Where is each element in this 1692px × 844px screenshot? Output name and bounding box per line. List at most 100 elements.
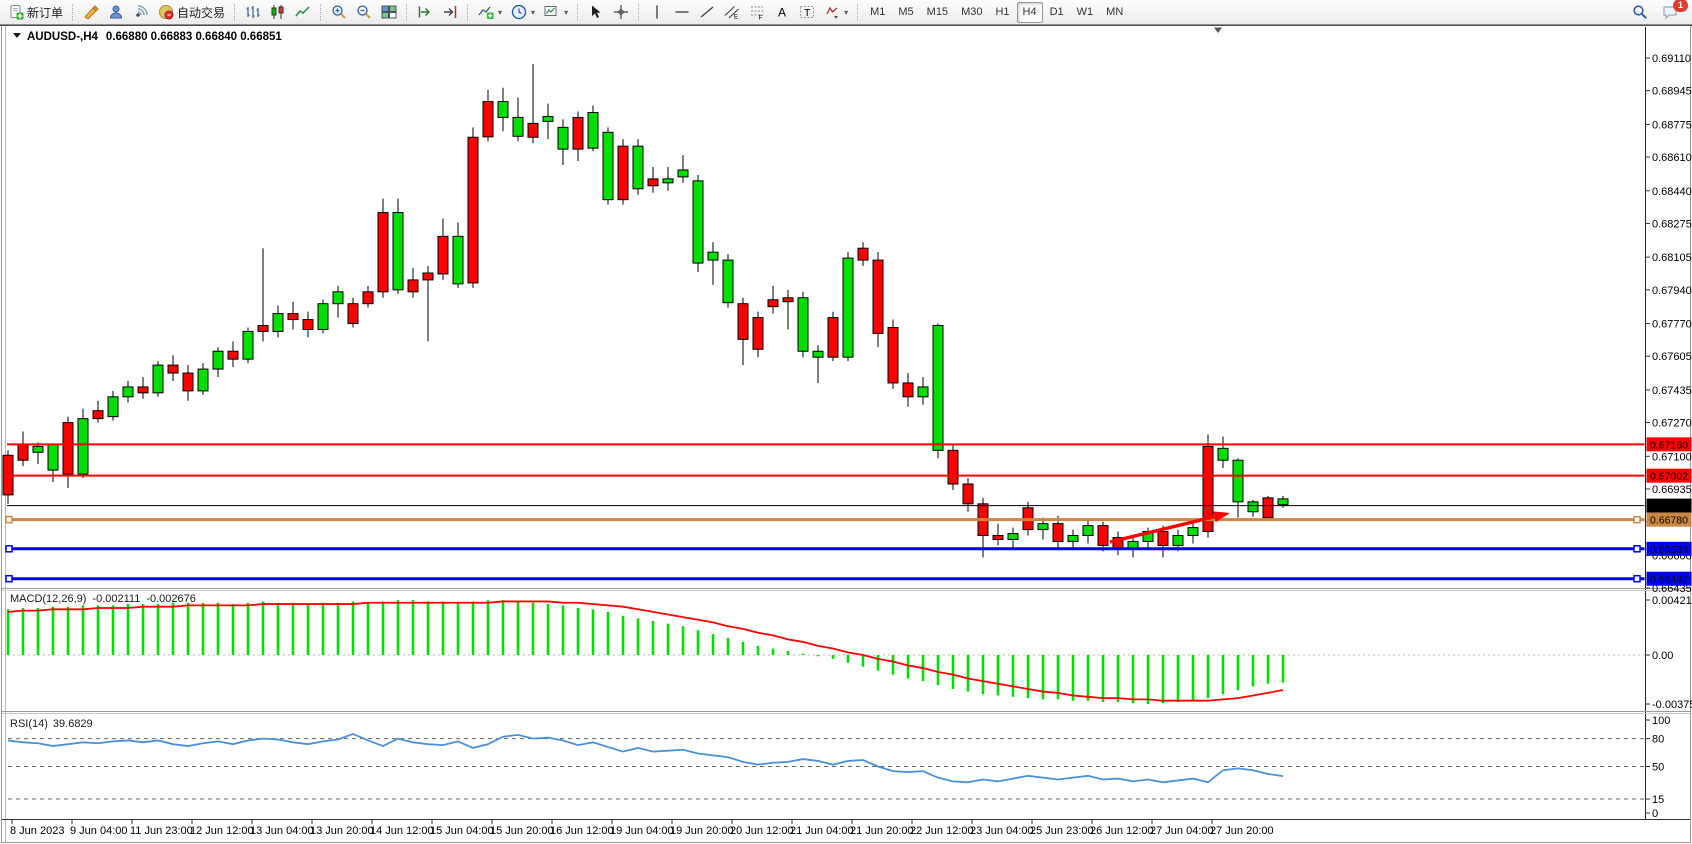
vertical-line-button[interactable] xyxy=(645,1,669,24)
search-button[interactable] xyxy=(1628,1,1652,24)
candle xyxy=(617,139,629,205)
trend-arrow-head[interactable] xyxy=(1213,511,1230,523)
candle xyxy=(1187,523,1199,544)
price-tick-label: 0.67605 xyxy=(1652,351,1692,363)
tile-windows-button[interactable] xyxy=(377,1,401,24)
candle xyxy=(707,242,719,285)
bull-candle-body xyxy=(557,126,569,150)
signals-button[interactable] xyxy=(129,1,153,24)
zoom-out-icon xyxy=(356,4,372,20)
blue-support-line-2-handle[interactable] xyxy=(1633,574,1641,583)
autotrading-button[interactable]: 自动交易 xyxy=(154,1,229,24)
periods-button[interactable]: ▾ xyxy=(507,1,539,24)
candle xyxy=(842,252,854,362)
candle xyxy=(812,345,824,383)
svg-text:T: T xyxy=(804,7,811,19)
timeframe-w1[interactable]: W1 xyxy=(1076,6,1094,18)
candle-chart-button[interactable] xyxy=(266,1,290,24)
price-tick-label: 0.67100 xyxy=(1652,451,1692,463)
arrows-button[interactable]: ▾ xyxy=(820,1,852,24)
timeframe-m5[interactable]: M5 xyxy=(898,6,914,18)
blue-support-line-2-handle[interactable] xyxy=(5,574,13,583)
time-tick-label: 16 Jun 12:00 xyxy=(550,825,614,837)
bull-candle-body xyxy=(122,386,134,398)
notifications-button[interactable]: 1 xyxy=(1658,0,1688,24)
bar-chart-button[interactable] xyxy=(241,1,265,24)
candle xyxy=(32,442,44,465)
orange-support-line-handle[interactable] xyxy=(5,515,13,524)
candle xyxy=(887,319,899,389)
orange-support-line-handle[interactable] xyxy=(1633,515,1641,524)
chart-shift-icon xyxy=(442,4,458,20)
macd-pane[interactable]: 0.004211 0.00 -0.003755 xyxy=(6,595,1692,711)
price-tick-label: 0.68105 xyxy=(1652,252,1692,264)
rsi-axis-label: 80 xyxy=(1652,734,1664,746)
channel-icon: E xyxy=(724,4,740,20)
templates-button[interactable]: ▾ xyxy=(540,1,572,24)
price-tick-label: 0.68440 xyxy=(1652,186,1692,198)
new-order-button[interactable]: 新订单 xyxy=(4,1,67,24)
candle xyxy=(587,105,599,152)
bear-candle-body xyxy=(1262,497,1274,519)
indicators-button[interactable]: ▾ xyxy=(474,1,506,24)
candle xyxy=(122,380,134,403)
time-tick-label: 12 Jun 12:00 xyxy=(190,825,254,837)
candle xyxy=(1262,495,1274,520)
timeframe-d1[interactable]: D1 xyxy=(1049,6,1064,18)
timeframe-m1[interactable]: M1 xyxy=(870,6,886,18)
cursor-button[interactable] xyxy=(584,1,608,24)
chart-shift-button[interactable] xyxy=(438,1,462,24)
price-scale[interactable] xyxy=(1646,27,1692,819)
bull-candle-body xyxy=(512,116,524,137)
bear-candle-body xyxy=(1097,525,1109,546)
label-button[interactable]: T xyxy=(795,1,819,24)
zoom-in-button[interactable] xyxy=(327,1,351,24)
macd-axis-label: 0.00 xyxy=(1652,650,1673,662)
timeframe-m15[interactable]: M15 xyxy=(926,6,949,18)
timeframe-h4[interactable]: H4 xyxy=(1016,1,1043,23)
blue-support-line-1-price-badge xyxy=(1646,541,1692,556)
time-tick-label: 11 Jun 23:00 xyxy=(130,825,193,837)
bull-candle-body xyxy=(77,418,89,475)
auto-scroll-button[interactable] xyxy=(413,1,437,24)
metaeditor-button[interactable] xyxy=(104,1,128,24)
bull-candle-body xyxy=(107,396,119,418)
bull-candle-body xyxy=(152,364,164,394)
macd-axis-label: 0.004211 xyxy=(1652,595,1692,607)
time-tick-label: 20 Jun 12:00 xyxy=(730,825,794,837)
price-tick-label: 0.68945 xyxy=(1652,86,1692,98)
symbol-dropdown-icon[interactable] xyxy=(13,33,21,38)
timeframe-h1[interactable]: H1 xyxy=(995,6,1010,18)
trend-arrow-annotation[interactable] xyxy=(1109,515,1215,544)
fibonacci-button[interactable]: F xyxy=(745,1,769,24)
candle xyxy=(107,390,119,421)
bull-candle-body xyxy=(677,169,689,178)
blue-support-line-1-handle[interactable] xyxy=(1633,545,1641,553)
price-tick-label: 0.67770 xyxy=(1652,319,1692,331)
bull-candle-body xyxy=(692,180,704,264)
styler-button[interactable] xyxy=(79,1,103,24)
bear-candle-body xyxy=(647,178,659,187)
timeframe-mn[interactable]: MN xyxy=(1106,6,1124,18)
arrows-icon xyxy=(824,4,840,20)
bull-candle-body xyxy=(452,235,464,285)
bull-candle-body xyxy=(242,330,254,360)
channel-button[interactable]: E xyxy=(720,1,744,24)
main-chart-pane[interactable] xyxy=(7,27,1645,588)
svg-text:A: A xyxy=(778,6,786,20)
bull-candle-body xyxy=(812,350,824,358)
timeframe-m30[interactable]: M30 xyxy=(961,6,983,18)
horizontal-line-button[interactable] xyxy=(670,1,694,24)
crosshair-button[interactable] xyxy=(609,1,633,24)
zoom-out-button[interactable] xyxy=(352,1,376,24)
orange-support-line-price-badge xyxy=(1646,512,1692,527)
rsi-pane[interactable]: 100 80 50 15 0 xyxy=(7,715,1670,820)
line-chart-button[interactable] xyxy=(291,1,315,24)
blue-support-line-1-handle[interactable] xyxy=(5,545,13,553)
candle xyxy=(272,305,284,338)
trendline-button[interactable] xyxy=(695,1,719,24)
bear-candle-body xyxy=(572,116,584,150)
candle xyxy=(437,218,449,280)
text-button[interactable]: A xyxy=(770,1,794,24)
